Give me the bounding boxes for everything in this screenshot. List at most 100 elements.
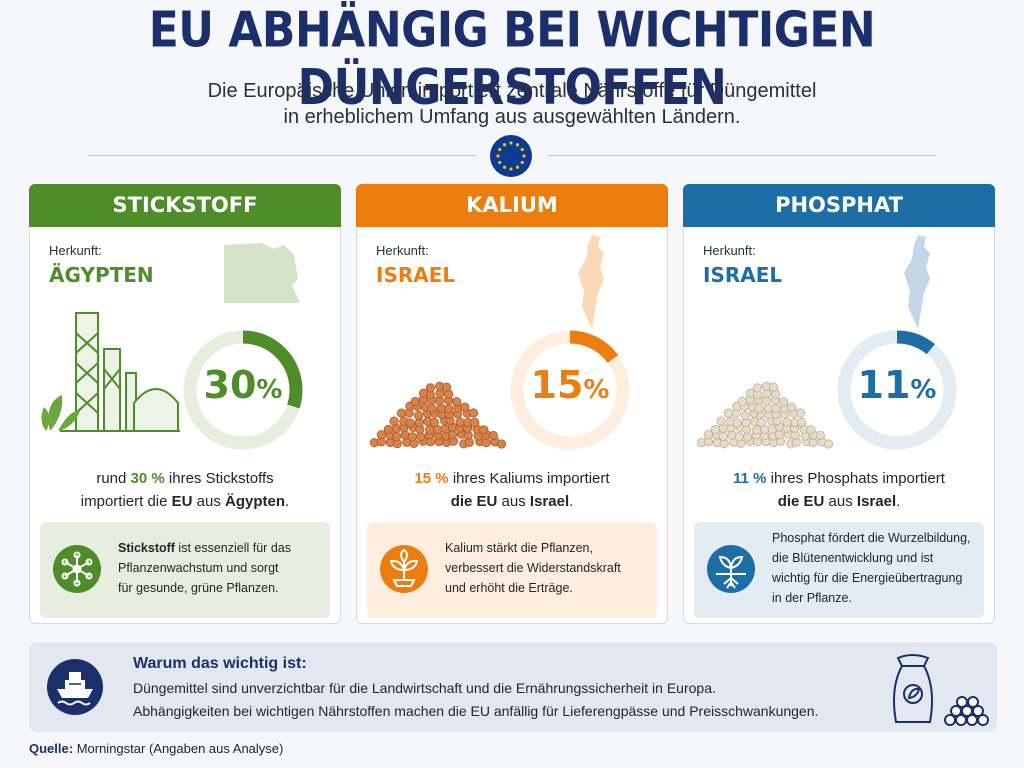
fertilizer-sack-icon: [893, 654, 989, 726]
granule: [823, 439, 834, 449]
granule: [405, 418, 415, 428]
eu-star: [520, 160, 524, 165]
granule: [479, 425, 489, 435]
page-title: EU ABHÄNGIG BEI WICHTIGEN DÜNGERSTOFFEN: [148, 1, 876, 117]
source-note: Quelle: Morningstar (Angaben aus Analyse…: [29, 741, 283, 756]
granule: [383, 424, 393, 435]
granule: [468, 408, 479, 418]
info-text: Phosphat fördert die Wurzelbildung, die …: [772, 528, 982, 608]
granule: [414, 410, 424, 421]
statement-text: rund: [96, 470, 131, 487]
statement-kalium: 15 % ihres Kaliums importiert die EU aus…: [367, 467, 657, 513]
granule: [774, 430, 785, 440]
info-box-phosphat: Phosphat fördert die Wurzelbildung, die …: [694, 522, 984, 618]
statement-text: aus: [192, 493, 226, 510]
eu-star: [502, 165, 507, 169]
granule: [396, 408, 407, 418]
sprout-icon: [380, 545, 428, 593]
percent-phosphat: 11%: [834, 363, 960, 407]
info-text: Stickstoff ist essenziell für das Pflanz…: [118, 538, 328, 598]
statement-text: ihres Kaliums importiert: [448, 470, 610, 487]
eu-star: [509, 141, 513, 145]
info-box-stickstoff: Stickstoff ist essenziell für das Pflanz…: [40, 522, 330, 618]
granule: [718, 431, 729, 441]
source-label: Quelle:: [29, 741, 74, 756]
origin-label: Herkunft:: [376, 243, 429, 258]
card-phosphat: PHOSPHAT Herkunft: ISRAEL 11% 11 % ihres…: [683, 184, 995, 624]
granule: [424, 425, 435, 435]
info-line: die Blütenentwicklung und ist: [772, 551, 934, 565]
granule: [410, 397, 420, 407]
percent-number: 15: [530, 363, 584, 407]
granule: [389, 416, 399, 426]
divider-right: [548, 155, 936, 156]
israel-map-icon: [578, 235, 604, 329]
granule: [754, 403, 764, 413]
progress-ring-kalium: [510, 330, 630, 450]
granule: [425, 383, 435, 393]
granule: [710, 424, 720, 435]
egypt-map-icon: [224, 243, 300, 303]
percent-number: 30: [203, 363, 257, 407]
granule: [447, 430, 458, 440]
card-stickstoff: STICKSTOFF Herkunft: ÄGYPTEN 30% rund 30…: [29, 184, 341, 624]
statement-phosphat: 11 % ihres Phosphats importiert die EU a…: [694, 467, 984, 513]
info-line: Phosphat fördert die Wurzelbildung,: [772, 531, 971, 545]
granule: [752, 383, 762, 393]
origin-country: ISRAEL: [703, 263, 783, 287]
info-line: wichtig für die Energieübertragung: [772, 571, 963, 585]
ring-progress: [510, 330, 630, 450]
page-subtitle: Die Europäische Union importiert zentral…: [0, 78, 1024, 130]
origin-label: Herkunft:: [49, 243, 102, 258]
granule: [787, 402, 797, 412]
eu-star: [509, 167, 513, 171]
origin-label: Herkunft:: [703, 243, 756, 258]
info-line: Kalium stärkt die Pflanzen,: [445, 541, 593, 555]
granule: [460, 402, 470, 412]
divider-left: [88, 155, 476, 156]
granule: [391, 431, 402, 441]
granule: [716, 416, 726, 426]
granule: [455, 417, 465, 427]
eu-star: [522, 154, 526, 158]
cargo-ship-icon: [47, 659, 103, 715]
granule: [703, 430, 713, 440]
statement-text: .: [896, 493, 901, 510]
root-plant-icon: [707, 545, 755, 593]
granule: [444, 404, 454, 414]
eu-star: [515, 165, 520, 169]
statement-text: ihres Phosphats importiert: [766, 470, 945, 487]
eu-star: [520, 147, 524, 152]
percent-sign: %: [583, 375, 610, 405]
progress-ring-phosphat: [837, 330, 957, 450]
statement-bold: Israel: [856, 493, 897, 510]
info-text: Kalium stärkt die Pflanzen, verbessert d…: [445, 538, 655, 598]
granule: [815, 430, 825, 441]
statement-text: .: [569, 493, 574, 510]
info-line: in der Pflanze.: [772, 591, 852, 605]
percent-sign: %: [910, 375, 937, 405]
ring-progress: [837, 330, 957, 450]
fertilizer-plant-illustration: [41, 312, 180, 432]
granule: [452, 397, 462, 407]
israel-map-icon: [904, 235, 930, 329]
why-title: Warum das wichtig ist:: [133, 655, 307, 672]
granule: [795, 408, 806, 418]
granule: [797, 417, 807, 428]
card-kalium: KALIUM Herkunft: ISRAEL 15% 15 % ihres K…: [356, 184, 668, 624]
eu-flag-icon: [490, 135, 532, 177]
origin-country: ISRAEL: [376, 263, 456, 287]
percent-sign: %: [256, 375, 283, 405]
granule: [771, 404, 781, 414]
percent-kalium: 15%: [507, 363, 633, 407]
statement-bold: EU: [171, 493, 193, 510]
granule: [806, 425, 816, 435]
granule: [488, 430, 498, 441]
eu-star: [502, 143, 507, 147]
granule: [767, 424, 777, 434]
granule: [427, 403, 437, 413]
phosphate-granules-illustration: [696, 381, 834, 449]
info-line: Pflanzenwachstum und sorgt: [118, 561, 279, 575]
origin-country: ÄGYPTEN: [49, 263, 154, 287]
percent-stickstoff: 30%: [180, 363, 306, 407]
